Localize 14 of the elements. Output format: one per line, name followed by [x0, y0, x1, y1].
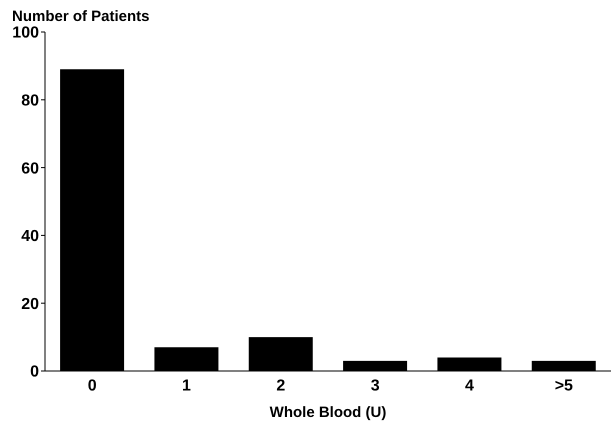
x-tick-label: 4 [465, 377, 474, 394]
x-tick-label: >5 [554, 377, 574, 394]
y-axis-title: Number of Patients [12, 8, 150, 25]
y-tick-label: 80 [21, 92, 40, 110]
x-axis-title: Whole Blood (U) [270, 404, 386, 421]
x-tick-label: 2 [276, 377, 286, 394]
y-tick-label: 100 [12, 24, 40, 42]
y-tick-label: 60 [21, 160, 40, 178]
y-tick-label: 40 [21, 228, 40, 246]
x-tick-label: 1 [182, 377, 192, 394]
y-tick-label: 0 [30, 364, 40, 381]
x-tick-label: 3 [370, 377, 380, 394]
x-tick-label: 0 [88, 377, 97, 394]
y-tick-label: 20 [21, 296, 40, 313]
